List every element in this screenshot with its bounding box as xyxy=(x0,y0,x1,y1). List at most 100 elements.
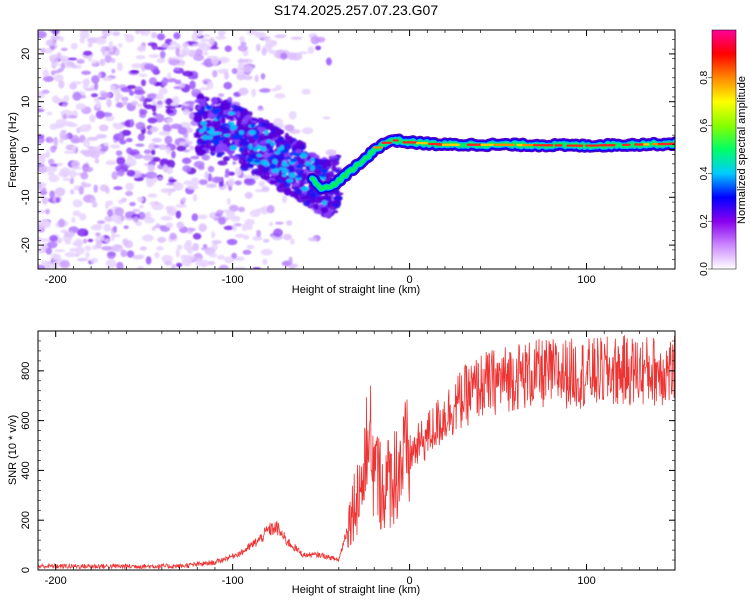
spectrogram-noise-blob xyxy=(107,209,114,217)
spectrogram-ridge-spot xyxy=(207,135,213,140)
spectrogram-noise-blob xyxy=(301,127,314,135)
spectrogram-ridge-halo xyxy=(295,188,303,195)
spectrogram-ridge-spot xyxy=(238,130,244,135)
spectrogram-noise-blob xyxy=(113,122,125,130)
spectrogram-ridge-halo xyxy=(238,141,249,145)
spectrogram-noise-blob xyxy=(156,57,166,64)
spectrogram-ridge-halo xyxy=(247,111,253,117)
spectrogram-ridge-spot xyxy=(239,146,244,152)
spectrogram-noise-blob xyxy=(104,203,110,210)
spectrogram-noise-blob xyxy=(288,256,293,266)
spectrogram-noise-blob xyxy=(192,242,200,252)
colorbar-tick-label: 0.2 xyxy=(699,214,710,228)
spectrogram-noise-blob xyxy=(181,157,192,164)
spectrogram-noise-blob xyxy=(262,238,270,243)
spectrogram-noise-blob xyxy=(193,54,205,61)
spectrogram-noise-blob xyxy=(289,238,295,245)
spectrogram-noise-blob xyxy=(138,73,148,78)
colorbar-label: Normalized spectral amplitude xyxy=(736,76,748,224)
spectrogram-noise-blob xyxy=(120,249,128,258)
spectrogram-noise-blob xyxy=(175,210,182,219)
spectrogram-ridge-spot xyxy=(216,115,221,120)
colorbar-tick-label: 0.4 xyxy=(699,166,710,180)
spectrogram-noise-blob xyxy=(95,134,107,139)
spectrogram-noise-blob xyxy=(167,205,176,215)
spectrogram-ridge-halo xyxy=(268,134,278,138)
spectrogram-noise-blob xyxy=(206,81,214,90)
spectrogram-ridge-halo xyxy=(239,126,246,131)
spectrogram-noise-blob xyxy=(75,246,85,255)
spectrogram-noise-blob xyxy=(103,142,109,147)
spectrogram-noise-blob xyxy=(158,87,168,95)
spectrogram-ridge-halo xyxy=(227,148,233,156)
spectrogram-noise-blob xyxy=(183,254,196,262)
spectrogram-noise-blob xyxy=(148,142,158,151)
spectrogram-noise-blob xyxy=(125,182,135,191)
spectrogram-noise-blob xyxy=(274,93,286,99)
spectrogram-ridge-halo xyxy=(236,110,241,118)
spectrogram-ridge-spot xyxy=(295,176,302,181)
snr-xtick-label: 0 xyxy=(407,575,413,587)
spectrogram-noise-blob xyxy=(227,178,235,187)
spectrogram-noise-blob xyxy=(70,137,82,144)
spectrogram-noise-blob xyxy=(94,145,102,150)
spectrogram-ridge-spot xyxy=(260,146,267,152)
spectrogram-ridge-spot xyxy=(316,164,323,171)
spectrogram-noise-blob xyxy=(115,244,122,249)
spectrogram-ridge-spot xyxy=(320,168,329,174)
spectrogram-ridge-halo xyxy=(257,132,267,141)
spectrogram-ridge-spot xyxy=(205,105,212,110)
spectrogram-ridge-halo xyxy=(194,98,205,104)
spectrogram-noise-blob xyxy=(246,244,255,250)
spectrogram-noise-blob xyxy=(78,213,87,221)
spectrogram-noise-blob xyxy=(260,73,266,80)
spectrogram-ridge-spot xyxy=(254,159,261,163)
snr-ytick-label: 400 xyxy=(20,461,32,479)
spectrogram-noise-blob xyxy=(190,155,200,160)
spectrogram-noise-blob xyxy=(42,69,50,77)
spectrogram-ridge-halo xyxy=(229,115,235,122)
spectrogram-ridge-halo xyxy=(193,115,203,123)
colorbar-frame xyxy=(711,29,737,270)
spectrogram-ridge-spot xyxy=(319,173,327,178)
spectrogram-ridge-halo xyxy=(260,175,271,180)
spectrogram-ridge-spot xyxy=(263,160,270,167)
spectrogram-noise-blob xyxy=(176,221,185,229)
spectrogram-noise-blob xyxy=(38,182,43,191)
spectrogram-noise-blob xyxy=(136,266,144,269)
spectrogram-noise-blob xyxy=(266,204,275,214)
spectrogram-ridge-spot xyxy=(268,163,277,170)
spectrogram-noise-blob xyxy=(97,73,102,78)
spectrogram-noise-blob xyxy=(160,158,169,164)
spectrogram-ridge-spot xyxy=(281,173,287,177)
spectrogram-ridge-spot xyxy=(281,169,289,174)
spectrogram-noise-blob xyxy=(223,225,235,231)
spectrogram-ridge-spot xyxy=(256,144,262,150)
spectrogram-noise-blob xyxy=(41,260,48,267)
spectrogram-ridge-halo xyxy=(222,156,230,162)
spectrogram-ridge-spot xyxy=(248,143,253,150)
spectrogram-ridge-spot xyxy=(286,178,294,183)
spectrogram-noise-blob xyxy=(113,88,121,96)
spectrogram-ridge-halo xyxy=(331,160,340,166)
spectrogram-noise-blob xyxy=(152,111,157,116)
spectrogram-noise-blob xyxy=(62,102,68,107)
snr-plot-area xyxy=(38,331,675,570)
spectrogram-noise-blob xyxy=(62,113,67,120)
spectrogram-noise-blob xyxy=(59,55,67,60)
spectrogram-noise-blob xyxy=(282,233,292,241)
spectrogram-noise-blob xyxy=(38,138,43,145)
spectrogram-noise-blob xyxy=(139,109,148,115)
spectrogram-noise-blob xyxy=(119,265,124,269)
spectrogram-noise-blob xyxy=(83,238,88,244)
spectrogram-noise-blob xyxy=(106,251,116,260)
spectrogram-noise-blob xyxy=(204,171,209,180)
spectrogram-noise-blob xyxy=(223,71,229,80)
spectrogram-noise-blob xyxy=(156,246,164,251)
chart-title: S174.2025.257.07.23.G07 xyxy=(274,2,438,18)
spectrogram-noise-blob xyxy=(113,186,123,191)
spectrogram-ridge-halo xyxy=(200,144,206,149)
spectrogram-noise-blob xyxy=(286,220,293,226)
spectrogram-noise-blob xyxy=(175,47,180,57)
spectrogram-noise-blob xyxy=(161,254,173,263)
